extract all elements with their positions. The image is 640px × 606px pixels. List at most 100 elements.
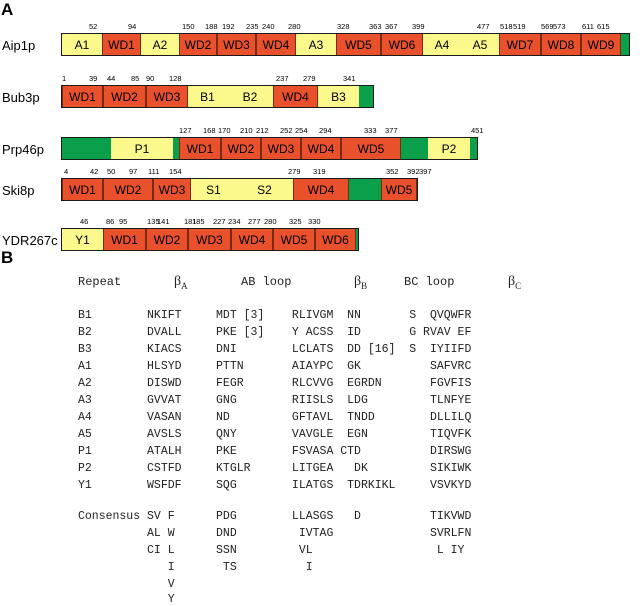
- residue-position-label: 392: [407, 167, 420, 176]
- insertion-segment: B1: [188, 86, 227, 107]
- wd-repeat-segment: WD5: [341, 138, 401, 159]
- residue-position-label: 188: [205, 22, 218, 31]
- residue-position-label: 280: [288, 22, 301, 31]
- residue-position-label: 90: [146, 74, 155, 83]
- wd-repeat-segment: WD2: [103, 179, 153, 200]
- consensus-row: I TS I: [78, 561, 313, 574]
- alignment-row: A2 DISWD FEGR RLCVVG EGRDN FGVFIS: [78, 377, 472, 390]
- insertion-segment: A2: [141, 34, 179, 55]
- residue-position-label: 1: [62, 74, 67, 83]
- wd-repeat-segment: WD5: [381, 179, 417, 200]
- insertion-segment: A3: [296, 34, 336, 55]
- alignment-row: Y1 WSFDF SQG ILATGS TDRKIKL VSVKYD: [78, 479, 472, 492]
- residue-position-label: 4: [64, 167, 69, 176]
- protein-bar: WD1 WD2 WD3 B1 B2 WD4 B3: [61, 85, 374, 108]
- wd-repeat-segment: WD3: [188, 229, 231, 250]
- wd-repeat-segment: WD2: [221, 138, 261, 159]
- consensus-row: Consensus SV F PDG LLASGS D TIKVWD: [78, 510, 472, 523]
- residue-position-label: 192: [222, 22, 235, 31]
- consensus-row: Y: [78, 593, 175, 606]
- residue-position-label: 170: [218, 126, 231, 135]
- alignment-row: P2 CSTFD KTGLR LITGEA DK SIKIWK: [78, 462, 472, 475]
- wd-repeat-segment: WD2: [103, 86, 146, 107]
- residue-position-label: 319: [313, 167, 326, 176]
- residue-position-label: 154: [169, 167, 182, 176]
- insertion-segment: A4: [423, 34, 461, 55]
- wd-repeat-segment: WD6: [315, 229, 356, 250]
- consensus-row: V: [78, 578, 175, 591]
- insertion-segment: P1: [111, 138, 173, 159]
- residue-position-label: 111: [148, 167, 160, 176]
- wd-repeat-segment: WD5: [273, 229, 315, 250]
- residue-position-label: 212: [256, 126, 269, 135]
- insertion-segment: S1: [191, 179, 236, 200]
- residue-position-label: 237: [276, 74, 289, 83]
- protein-name: Ski8p: [2, 183, 35, 198]
- residue-position-label: 181: [184, 217, 197, 226]
- residue-position-label: 399: [412, 22, 425, 31]
- residue-position-label: 168: [203, 126, 216, 135]
- alignment-row: B2 DVALL PKE [3] Y ACSS ID G RVAV EF: [78, 326, 472, 339]
- residue-position-label: 397: [419, 167, 432, 176]
- residue-position-label: 97: [129, 167, 138, 176]
- residue-position-label: 210: [240, 126, 253, 135]
- wd-repeat-segment: WD3: [217, 34, 256, 55]
- wd-repeat-segment: WD4: [231, 229, 273, 250]
- alignment-row: A1 HLSYD PTTN AIAYPC GK SAFVRC: [78, 360, 472, 373]
- header-beta-c: βC: [508, 274, 522, 291]
- protein-name: Prp46p: [2, 142, 44, 157]
- residue-position-label: 44: [107, 74, 116, 83]
- header-beta-a: βA: [174, 274, 188, 291]
- residue-position-label: 477: [477, 22, 490, 31]
- wd-repeat-segment: WD5: [336, 34, 381, 55]
- residue-position-label: 227: [213, 217, 226, 226]
- wd-repeat-segment: WD4: [301, 138, 341, 159]
- residue-position-label: 52: [89, 22, 98, 31]
- insertion-segment: B3: [318, 86, 359, 107]
- alignment-row: A4 VASAN ND GFTAVL TNDD DLLILQ: [78, 411, 472, 424]
- consensus-row: CI L SSN VL L IY: [78, 544, 465, 557]
- wd-repeat-segment: WD4: [256, 34, 296, 55]
- residue-position-label: 150: [182, 22, 195, 31]
- protein-bar: P1 WD1 WD2 WD3 WD4 WD5 P2: [61, 137, 478, 160]
- residue-position-label: 234: [228, 217, 241, 226]
- panel-a-letter: A: [1, 0, 14, 19]
- alignment-row: A5 AVSLS QNY VAVGLE EGN TIQVFK: [78, 428, 472, 441]
- wd-repeat-segment: WD2: [179, 34, 217, 55]
- residue-position-label: 39: [89, 74, 98, 83]
- residue-position-label: 95: [119, 217, 128, 226]
- residue-position-label: 518: [500, 22, 513, 31]
- insertion-segment: S2: [236, 179, 293, 200]
- wd-repeat-segment: WD9: [581, 34, 621, 55]
- residue-position-label: 451: [471, 126, 484, 135]
- residue-position-label: 252: [280, 126, 293, 135]
- residue-position-label: 185: [192, 217, 205, 226]
- residue-position-label: 328: [337, 22, 350, 31]
- wd-repeat-segment: WD1: [62, 86, 103, 107]
- header-beta-b: βB: [354, 274, 368, 291]
- wd-repeat-segment: WD2: [146, 229, 188, 250]
- residue-position-label: 50: [107, 167, 116, 176]
- alignment-row: B3 KIACS DNI LCLATS DD [16] S IYIIFD: [78, 343, 472, 356]
- residue-position-label: 330: [308, 217, 321, 226]
- wd-repeat-segment: WD1: [103, 229, 146, 250]
- residue-position-label: 141: [157, 217, 170, 226]
- residue-position-label: 94: [128, 22, 137, 31]
- insertion-segment: B2: [227, 86, 273, 107]
- header-ab-loop: AB loop: [241, 275, 292, 289]
- residue-position-label: 46: [80, 217, 89, 226]
- wd-repeat-segment: WD7: [499, 34, 541, 55]
- residue-position-label: 519: [513, 22, 526, 31]
- residue-position-label: 127: [179, 126, 192, 135]
- residue-position-label: 42: [90, 167, 99, 176]
- alignment-row: B1 NKIFT MDT [3] RLIVGM NN S QVQWFR: [78, 309, 472, 322]
- wd-repeat-segment: WD1: [62, 179, 103, 200]
- residue-position-label: 277: [248, 217, 261, 226]
- residue-position-label: 128: [169, 74, 182, 83]
- wd-repeat-segment: WD8: [541, 34, 581, 55]
- residue-position-label: 235: [246, 22, 259, 31]
- wd-repeat-segment: WD3: [153, 179, 191, 200]
- residue-position-label: 279: [288, 167, 301, 176]
- residue-position-label: 86: [106, 217, 115, 226]
- insertion-segment: A1: [62, 34, 102, 55]
